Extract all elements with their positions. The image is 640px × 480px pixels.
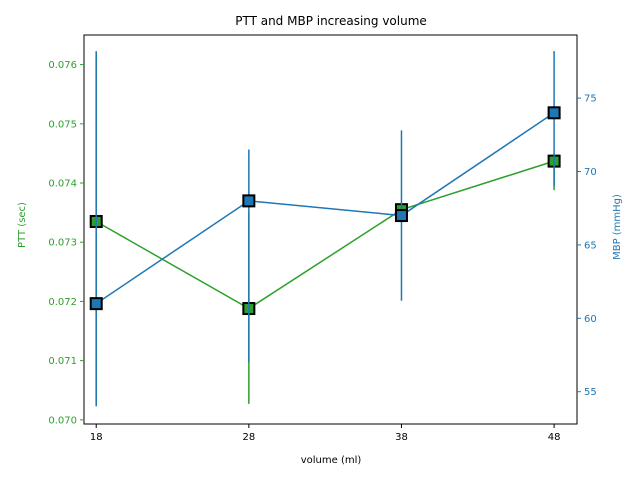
left-tick-label: 0.076 xyxy=(48,60,77,71)
right-y-axis-label: MBP (mmHg) xyxy=(612,194,623,260)
x-axis: 18 28 38 48 xyxy=(90,424,561,443)
left-tick-label: 0.074 xyxy=(48,179,77,190)
x-tick-label: 28 xyxy=(242,432,255,443)
left-y-axis-label: PTT (sec) xyxy=(17,202,28,248)
ptt-series-line xyxy=(95,160,555,310)
mbp-data-point xyxy=(547,106,561,120)
left-y-axis: 0.070 0.071 0.072 0.073 0.074 0.075 0.076 xyxy=(48,60,84,426)
right-tick-label: 70 xyxy=(584,167,597,178)
right-tick-label: 75 xyxy=(584,94,597,105)
series-layer xyxy=(89,51,561,407)
right-tick-label: 60 xyxy=(584,314,597,325)
left-tick-label: 0.073 xyxy=(48,238,77,249)
mbp-data-point xyxy=(242,194,256,208)
right-y-axis: 55 60 65 70 75 xyxy=(577,94,597,398)
mbp-series-line xyxy=(95,112,555,305)
chart-title: PTT and MBP increasing volume xyxy=(235,14,427,28)
x-tick-label: 38 xyxy=(395,432,408,443)
plot-area xyxy=(83,34,578,425)
left-tick-label: 0.075 xyxy=(48,119,77,130)
x-tick-label: 18 xyxy=(90,432,103,443)
x-axis-label: volume (ml) xyxy=(301,455,362,466)
mbp-data-point xyxy=(394,209,408,223)
mbp-data-point xyxy=(89,297,103,311)
left-tick-label: 0.072 xyxy=(48,297,77,308)
x-tick-label: 48 xyxy=(548,432,561,443)
plot-frame xyxy=(83,34,578,425)
right-tick-label: 65 xyxy=(584,240,597,251)
right-tick-label: 55 xyxy=(584,387,597,398)
left-tick-label: 0.070 xyxy=(48,415,77,426)
left-tick-label: 0.071 xyxy=(48,356,77,367)
